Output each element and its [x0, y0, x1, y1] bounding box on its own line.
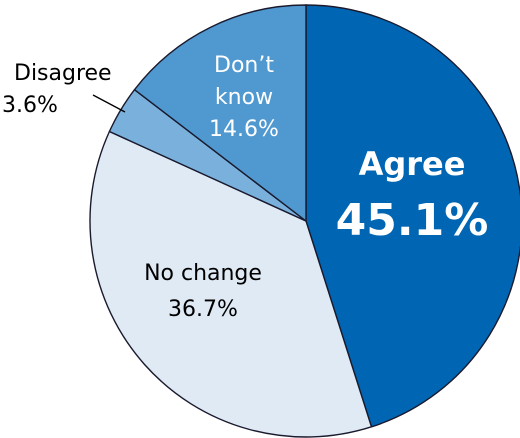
no-change-value: 36.7%: [168, 297, 238, 322]
agree-value: 45.1%: [336, 195, 489, 246]
agree-slice: [305, 4, 520, 428]
dont-know-label-line2: know: [215, 85, 273, 110]
disagree-leader-line: [92, 94, 126, 113]
disagree-value: 3.6%: [2, 93, 58, 118]
dont-know-slice: [133, 4, 307, 222]
dont-know-value: 14.6%: [209, 117, 279, 142]
no-change-label: No change: [144, 261, 262, 286]
agree-label: Agree: [359, 145, 466, 183]
disagree-label: Disagree: [14, 61, 112, 86]
dont-know-label-line1: Don’t: [214, 53, 274, 78]
no-change-slice: [89, 130, 373, 438]
pie-slices: [89, 4, 520, 438]
